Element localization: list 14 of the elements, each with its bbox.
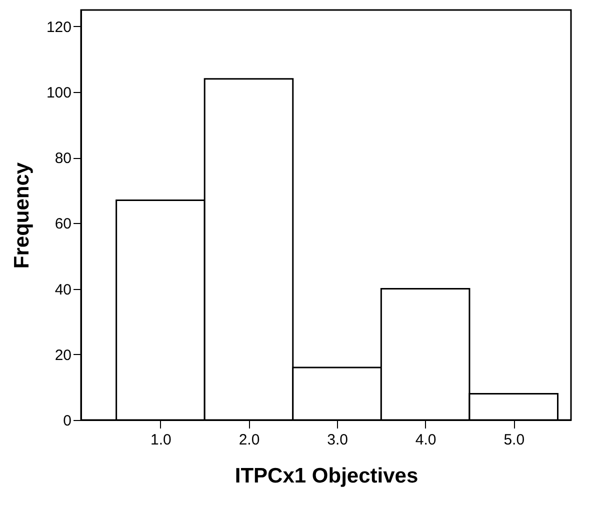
x-tick-label: 3.0 <box>327 432 348 448</box>
y-tick-label: 100 <box>46 84 72 102</box>
x-tick-label: 4.0 <box>415 432 436 448</box>
x-tick-label: 1.0 <box>150 432 172 448</box>
y-tick-label: 60 <box>54 216 72 233</box>
x-tick-label: 2.0 <box>238 432 260 448</box>
y-axis-title: Frequency <box>10 162 34 269</box>
y-tick-label: 80 <box>54 150 72 168</box>
x-axis-title: ITPCx1 Objectives <box>234 464 418 488</box>
y-tick-label: 0 <box>63 412 72 430</box>
y-tick-label: 20 <box>54 346 72 364</box>
y-tick-label: 120 <box>46 18 72 36</box>
y-tick-label: 40 <box>54 281 72 298</box>
x-tick-label: 5.0 <box>504 432 525 448</box>
